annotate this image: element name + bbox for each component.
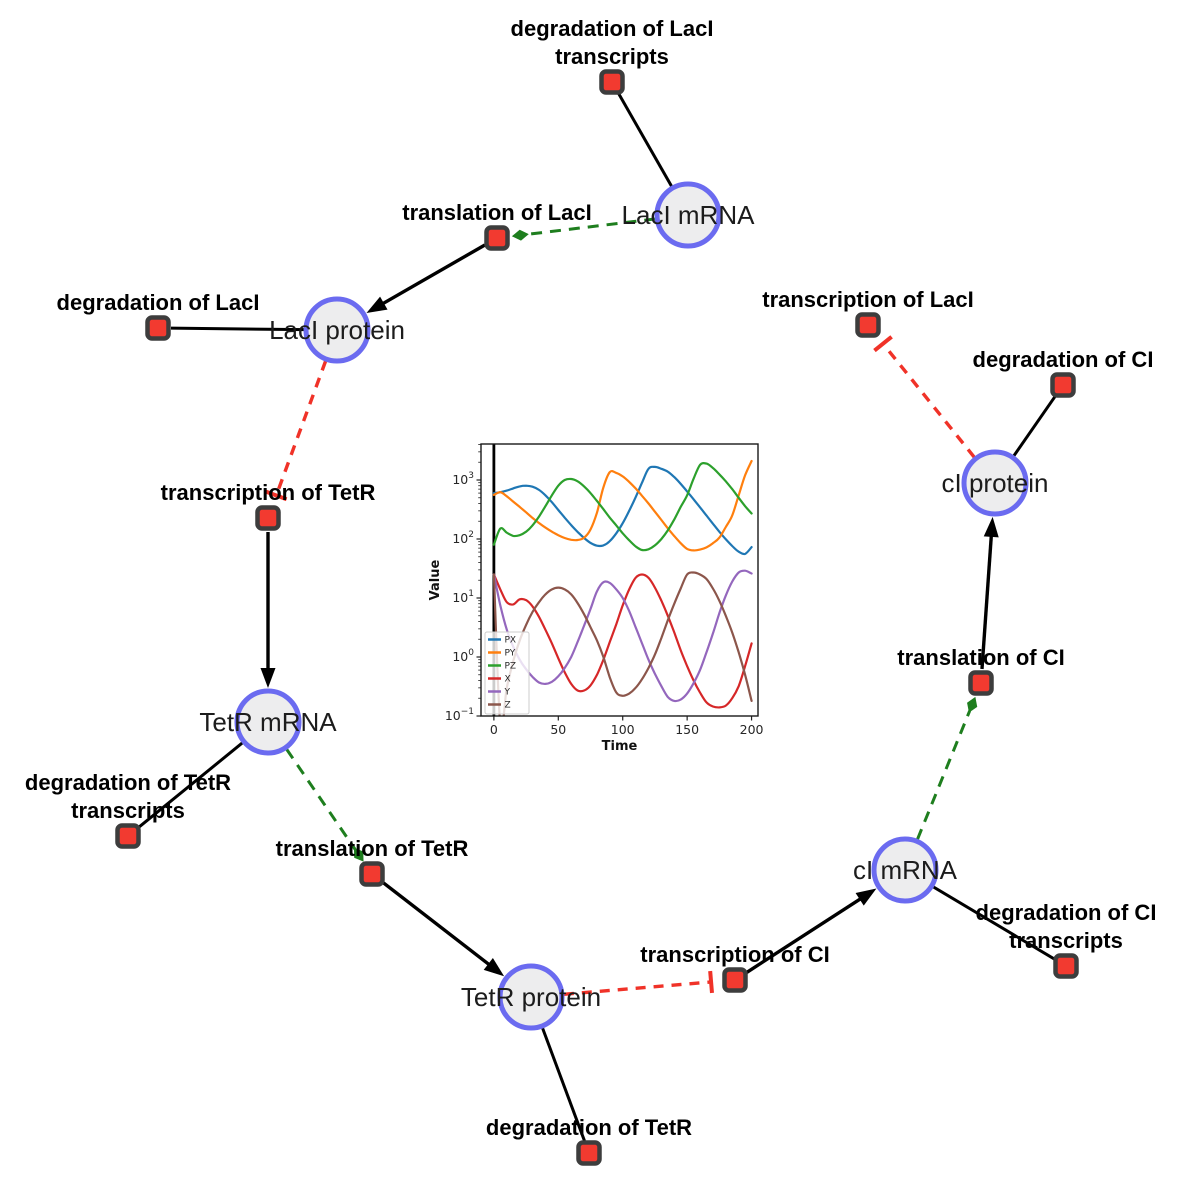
modifier-diamond-icon [967,696,978,713]
reaction-label-deg_laci: degradation of LacI [57,290,260,315]
x-tick-label: 0 [490,722,498,737]
series-line-Z [492,571,753,716]
reaction-label-deg_ci_tx: transcripts [1009,928,1123,953]
reaction-label-deg_ci: degradation of CI [973,347,1154,372]
species-label-ci_mrna: cI mRNA [853,855,958,885]
edge-modifier-tetr_mrna-tl_tetr [285,748,357,851]
y-axis-label: Value [428,559,443,600]
reaction-label-deg_laci_tx: transcripts [555,44,669,69]
nodes-layer [115,69,1079,1166]
legend-label-Y: Y [504,688,511,698]
x-tick-label: 200 [740,722,764,737]
arrowhead-icon [855,888,877,906]
legend: PX PY PZ XYZ [484,631,530,715]
species-label-laci_protein: LacI protein [269,315,405,345]
timeseries-chart: 0 50 100 150 20010−1100101102103TimeValuePXP… [425,437,780,767]
species-node-tetr_mrna[interactable] [234,688,302,756]
species-node-laci_mrna[interactable] [654,181,722,249]
edge-inhibition-laci_protein-tc_tetr [274,360,328,497]
reaction-node-tc_tetr[interactable] [255,505,281,531]
reaction-node-tc_ci[interactable] [722,967,748,993]
inhibition-tee-icon [708,970,714,994]
reaction-label-tc_tetr: transcription of TetR [161,480,376,505]
series-line-X [492,573,753,709]
x-tick-label: 50 [550,722,566,737]
legend-label-X: X [505,675,511,685]
reaction-label-tl_tetr: translation of TetR [276,836,469,861]
edge-consumption-tetr_mrna-deg_tetr_tx [137,741,245,829]
reaction-node-deg_ci_tx[interactable] [1053,953,1079,979]
reaction-node-deg_ci[interactable] [1050,372,1076,398]
edges-layer [137,92,1057,1142]
arrowhead-icon [983,516,999,538]
arrowhead-icon [483,958,505,977]
reaction-label-tl_laci: translation of LacI [402,200,591,225]
reaction-label-deg_tetr: degradation of TetR [486,1115,692,1140]
edge-inhibition-ci_protein-tc_laci [881,342,976,459]
edge-consumption-ci_protein-deg_ci [1012,394,1057,458]
edge-consumption-tetr_protein-deg_tetr [540,1026,586,1142]
reaction-node-deg_tetr_tx[interactable] [115,823,141,849]
edge-consumption-laci_protein-deg_laci [170,326,306,332]
species-node-laci_protein[interactable] [303,296,371,364]
reaction-node-tc_laci[interactable] [855,312,881,338]
x-tick-label: 150 [675,722,699,737]
reaction-label-tc_ci: transcription of CI [640,942,829,967]
species-label-tetr_mrna: TetR mRNA [199,707,337,737]
reaction-label-tc_laci: transcription of LacI [762,287,973,312]
series-line-Y [492,569,753,703]
inhibition-tee-icon [873,335,893,353]
edge-production-tl_ci-ci_protein [980,526,994,670]
labels-layer: degradation of LacI transcripts translatio… [25,16,1157,1140]
reaction-label-deg_tetr_tx: degradation of TetR [25,770,231,795]
modifier-diamond-icon [353,847,364,862]
species-label-ci_protein: cI protein [942,468,1049,498]
arrowhead-icon [366,296,388,314]
species-label-laci_mrna: LacI mRNA [622,200,756,230]
edge-production-tl_laci-laci_protein [374,243,486,310]
species-node-ci_protein[interactable] [961,449,1029,517]
edge-production-tc_ci-ci_mrna [745,892,869,974]
series-line-PY [492,459,753,552]
timeseries-chart-figure: 0 50 100 150 200 10−1 100 101 102 103 Time Value PX P… [425,437,780,767]
reaction-node-tl_ci[interactable] [968,670,994,696]
modifier-diamond-icon [511,229,529,241]
legend-label-PY: PY [505,649,516,659]
reaction-label-deg_ci_tx: degradation of CI [976,900,1157,925]
edge-consumption-ci_mrna-deg_ci_tx [931,885,1056,961]
edge-production-tl_tetr-tetr_protein [382,881,498,972]
series-line-PZ [492,462,753,552]
reaction-node-deg_laci[interactable] [145,315,171,341]
figure-background [425,437,780,767]
reaction-label-deg_tetr_tx: transcripts [71,798,185,823]
species-label-tetr_protein: TetR protein [461,982,601,1012]
legend-label-PZ: PZ [505,662,517,672]
axes-frame [480,443,759,717]
reaction-label-deg_laci_tx: degradation of LacI [511,16,714,41]
edge-modifier-laci_mrna-tl_laci [526,217,656,236]
inhibition-tee-icon [265,489,288,502]
arrowhead-icon [260,668,276,688]
reaction-label-tl_ci: translation of CI [897,645,1064,670]
series-line-PX [492,465,753,556]
reaction-node-tl_laci[interactable] [484,225,510,251]
legend-label-Z: Z [505,701,511,711]
edge-modifier-ci_mrna-tl_ci [916,710,972,840]
x-tick-label: 100 [611,722,635,737]
legend-label-PX: PX [505,636,517,646]
species-node-ci_mrna[interactable] [871,836,939,904]
species-node-tetr_protein[interactable] [497,963,565,1031]
reaction-node-tl_tetr[interactable] [359,861,385,887]
edge-consumption-deg_laci_tx-laci_mrna [617,92,674,188]
x-axis-label: Time [602,739,638,754]
edge-inhibition-tetr_protein-tc_ci [563,980,712,996]
reaction-node-deg_tetr[interactable] [576,1140,602,1166]
reaction-node-deg_laci_tx[interactable] [599,69,625,95]
